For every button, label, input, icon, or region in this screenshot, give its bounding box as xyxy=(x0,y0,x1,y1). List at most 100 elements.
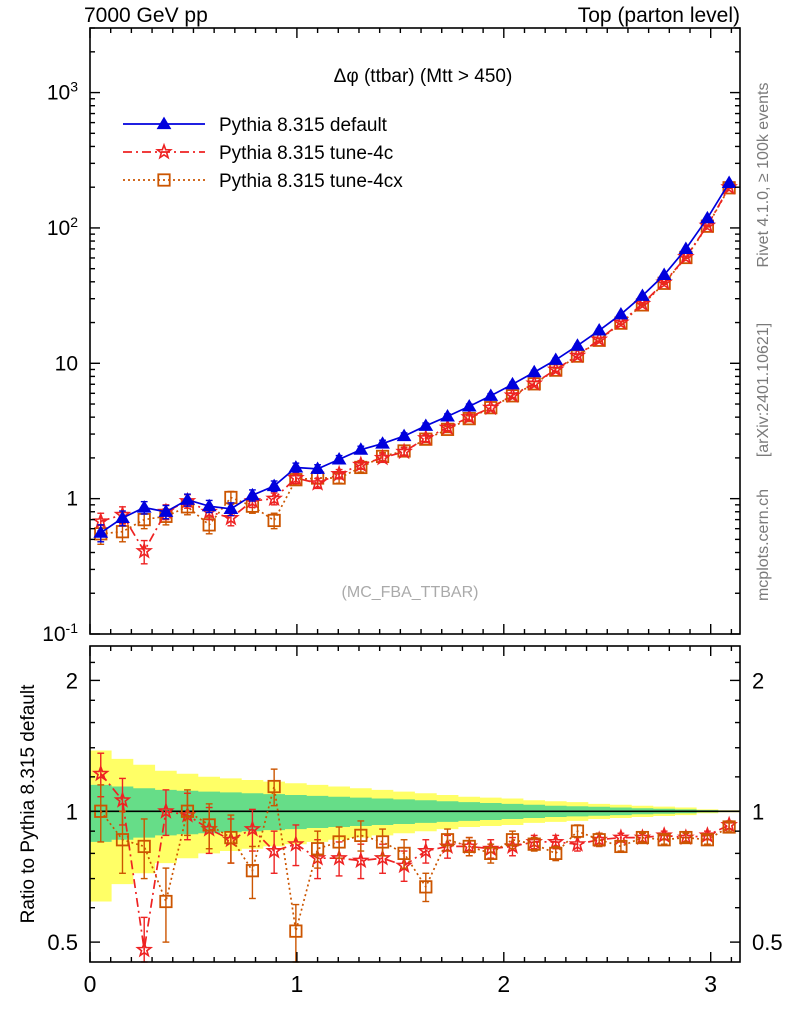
marker-triangle xyxy=(440,409,455,422)
marker-star xyxy=(351,455,370,473)
marker-triangle xyxy=(158,504,174,517)
marker-triangle xyxy=(396,428,412,442)
marker-triangle xyxy=(353,442,369,455)
marker-star xyxy=(546,832,565,850)
marker-triangle xyxy=(570,338,585,351)
header-left-label: 7000 GeV pp xyxy=(84,4,208,27)
marker-triangle xyxy=(548,352,564,365)
marker-square xyxy=(505,833,520,847)
marker-triangle xyxy=(266,478,282,492)
marker-triangle xyxy=(656,267,672,280)
marker-star xyxy=(460,407,479,425)
marker-star xyxy=(416,841,435,859)
series-line xyxy=(100,182,730,534)
marker-star xyxy=(612,313,630,331)
x-tick-label: 0 xyxy=(84,971,97,997)
marker-square xyxy=(137,839,151,854)
marker-square xyxy=(614,839,628,854)
marker-square xyxy=(332,835,346,849)
marker-star xyxy=(330,464,348,482)
legend-label: Pythia 8.315 tune-4c xyxy=(219,143,393,164)
marker-star xyxy=(546,360,565,378)
marker-square xyxy=(202,818,216,832)
marker-star xyxy=(222,508,240,526)
marker-star xyxy=(113,790,132,808)
legend-entry-0[interactable]: Pythia 8.315 default xyxy=(123,115,388,136)
marker-square xyxy=(462,412,476,426)
ratio-y-tick-label: 0.5 xyxy=(47,930,78,955)
marker-square xyxy=(419,880,433,894)
marker-square xyxy=(157,173,171,187)
marker-star xyxy=(265,841,283,859)
marker-triangle xyxy=(245,487,260,501)
marker-triangle xyxy=(526,364,542,378)
marker-star xyxy=(330,848,348,866)
marker-star xyxy=(568,346,587,364)
marker-star xyxy=(287,834,305,852)
x-tick-label: 1 xyxy=(291,971,304,997)
marker-square xyxy=(549,846,563,860)
marker-star xyxy=(135,940,154,958)
marker-square xyxy=(635,830,650,845)
marker-triangle xyxy=(721,175,737,189)
marker-star xyxy=(481,398,500,416)
legend-label: Pythia 8.315 default xyxy=(219,115,388,136)
side-annotation: Rivet 4.1.0, ≥ 100k events xyxy=(755,83,772,268)
marker-square xyxy=(310,842,325,856)
marker-square xyxy=(159,894,173,909)
ratio-y-tick-label: 1 xyxy=(66,799,78,824)
marker-square xyxy=(440,833,455,847)
marker-square xyxy=(245,864,260,878)
ratio-y-tick-label-right: 2 xyxy=(752,668,764,693)
marker-square xyxy=(722,820,736,834)
marker-triangle xyxy=(591,323,607,336)
marker-triangle xyxy=(331,452,347,465)
main-y-tick-label: 1 xyxy=(66,488,78,511)
legend-entry-1[interactable]: Pythia 8.315 tune-4c xyxy=(123,142,393,164)
marker-star xyxy=(416,428,435,446)
main-series-tune4cx xyxy=(94,181,736,545)
series-line xyxy=(100,186,730,553)
legend-entry-2[interactable]: Pythia 8.315 tune-4cx xyxy=(123,171,403,192)
marker-square xyxy=(570,824,585,838)
marker-star xyxy=(590,330,609,347)
marker-square xyxy=(115,833,130,847)
marker-star xyxy=(373,448,392,466)
marker-star xyxy=(438,418,457,436)
marker-square xyxy=(224,830,238,845)
marker-star xyxy=(91,512,110,529)
marker-star xyxy=(287,468,305,486)
marker-square xyxy=(527,837,541,851)
marker-triangle xyxy=(180,492,195,505)
marker-star xyxy=(698,216,717,234)
main-panel-frame xyxy=(89,27,741,635)
marker-star xyxy=(633,294,652,312)
marker-triangle xyxy=(678,241,694,254)
uncertainty-band xyxy=(90,750,740,902)
main-y-tick-label: 10 xyxy=(55,352,78,375)
marker-square xyxy=(267,779,281,794)
main-series-default xyxy=(93,175,737,543)
main-y-tick-label: 103 xyxy=(47,79,78,105)
marker-triangle xyxy=(223,501,239,514)
ratio-y-tick-label-right: 0.5 xyxy=(752,930,783,955)
marker-star xyxy=(155,142,173,160)
marker-star xyxy=(157,801,175,819)
marker-triangle xyxy=(136,500,152,513)
marker-triangle xyxy=(505,376,520,390)
series-line xyxy=(100,786,730,932)
marker-triangle xyxy=(375,436,390,449)
marker-square xyxy=(700,833,714,847)
marker-triangle xyxy=(201,498,217,512)
marker-square xyxy=(180,804,195,818)
ratio-series-1 xyxy=(94,768,736,963)
legend-label: Pythia 8.315 tune-4cx xyxy=(219,171,403,192)
marker-triangle xyxy=(288,460,304,473)
ratio-panel-frame xyxy=(89,645,741,963)
marker-triangle xyxy=(613,306,629,320)
main-y-tick-label: 102 xyxy=(47,214,78,240)
marker-square xyxy=(289,924,303,938)
ratio-y-axis-label: Ratio to Pythia 8.315 default xyxy=(18,684,39,923)
